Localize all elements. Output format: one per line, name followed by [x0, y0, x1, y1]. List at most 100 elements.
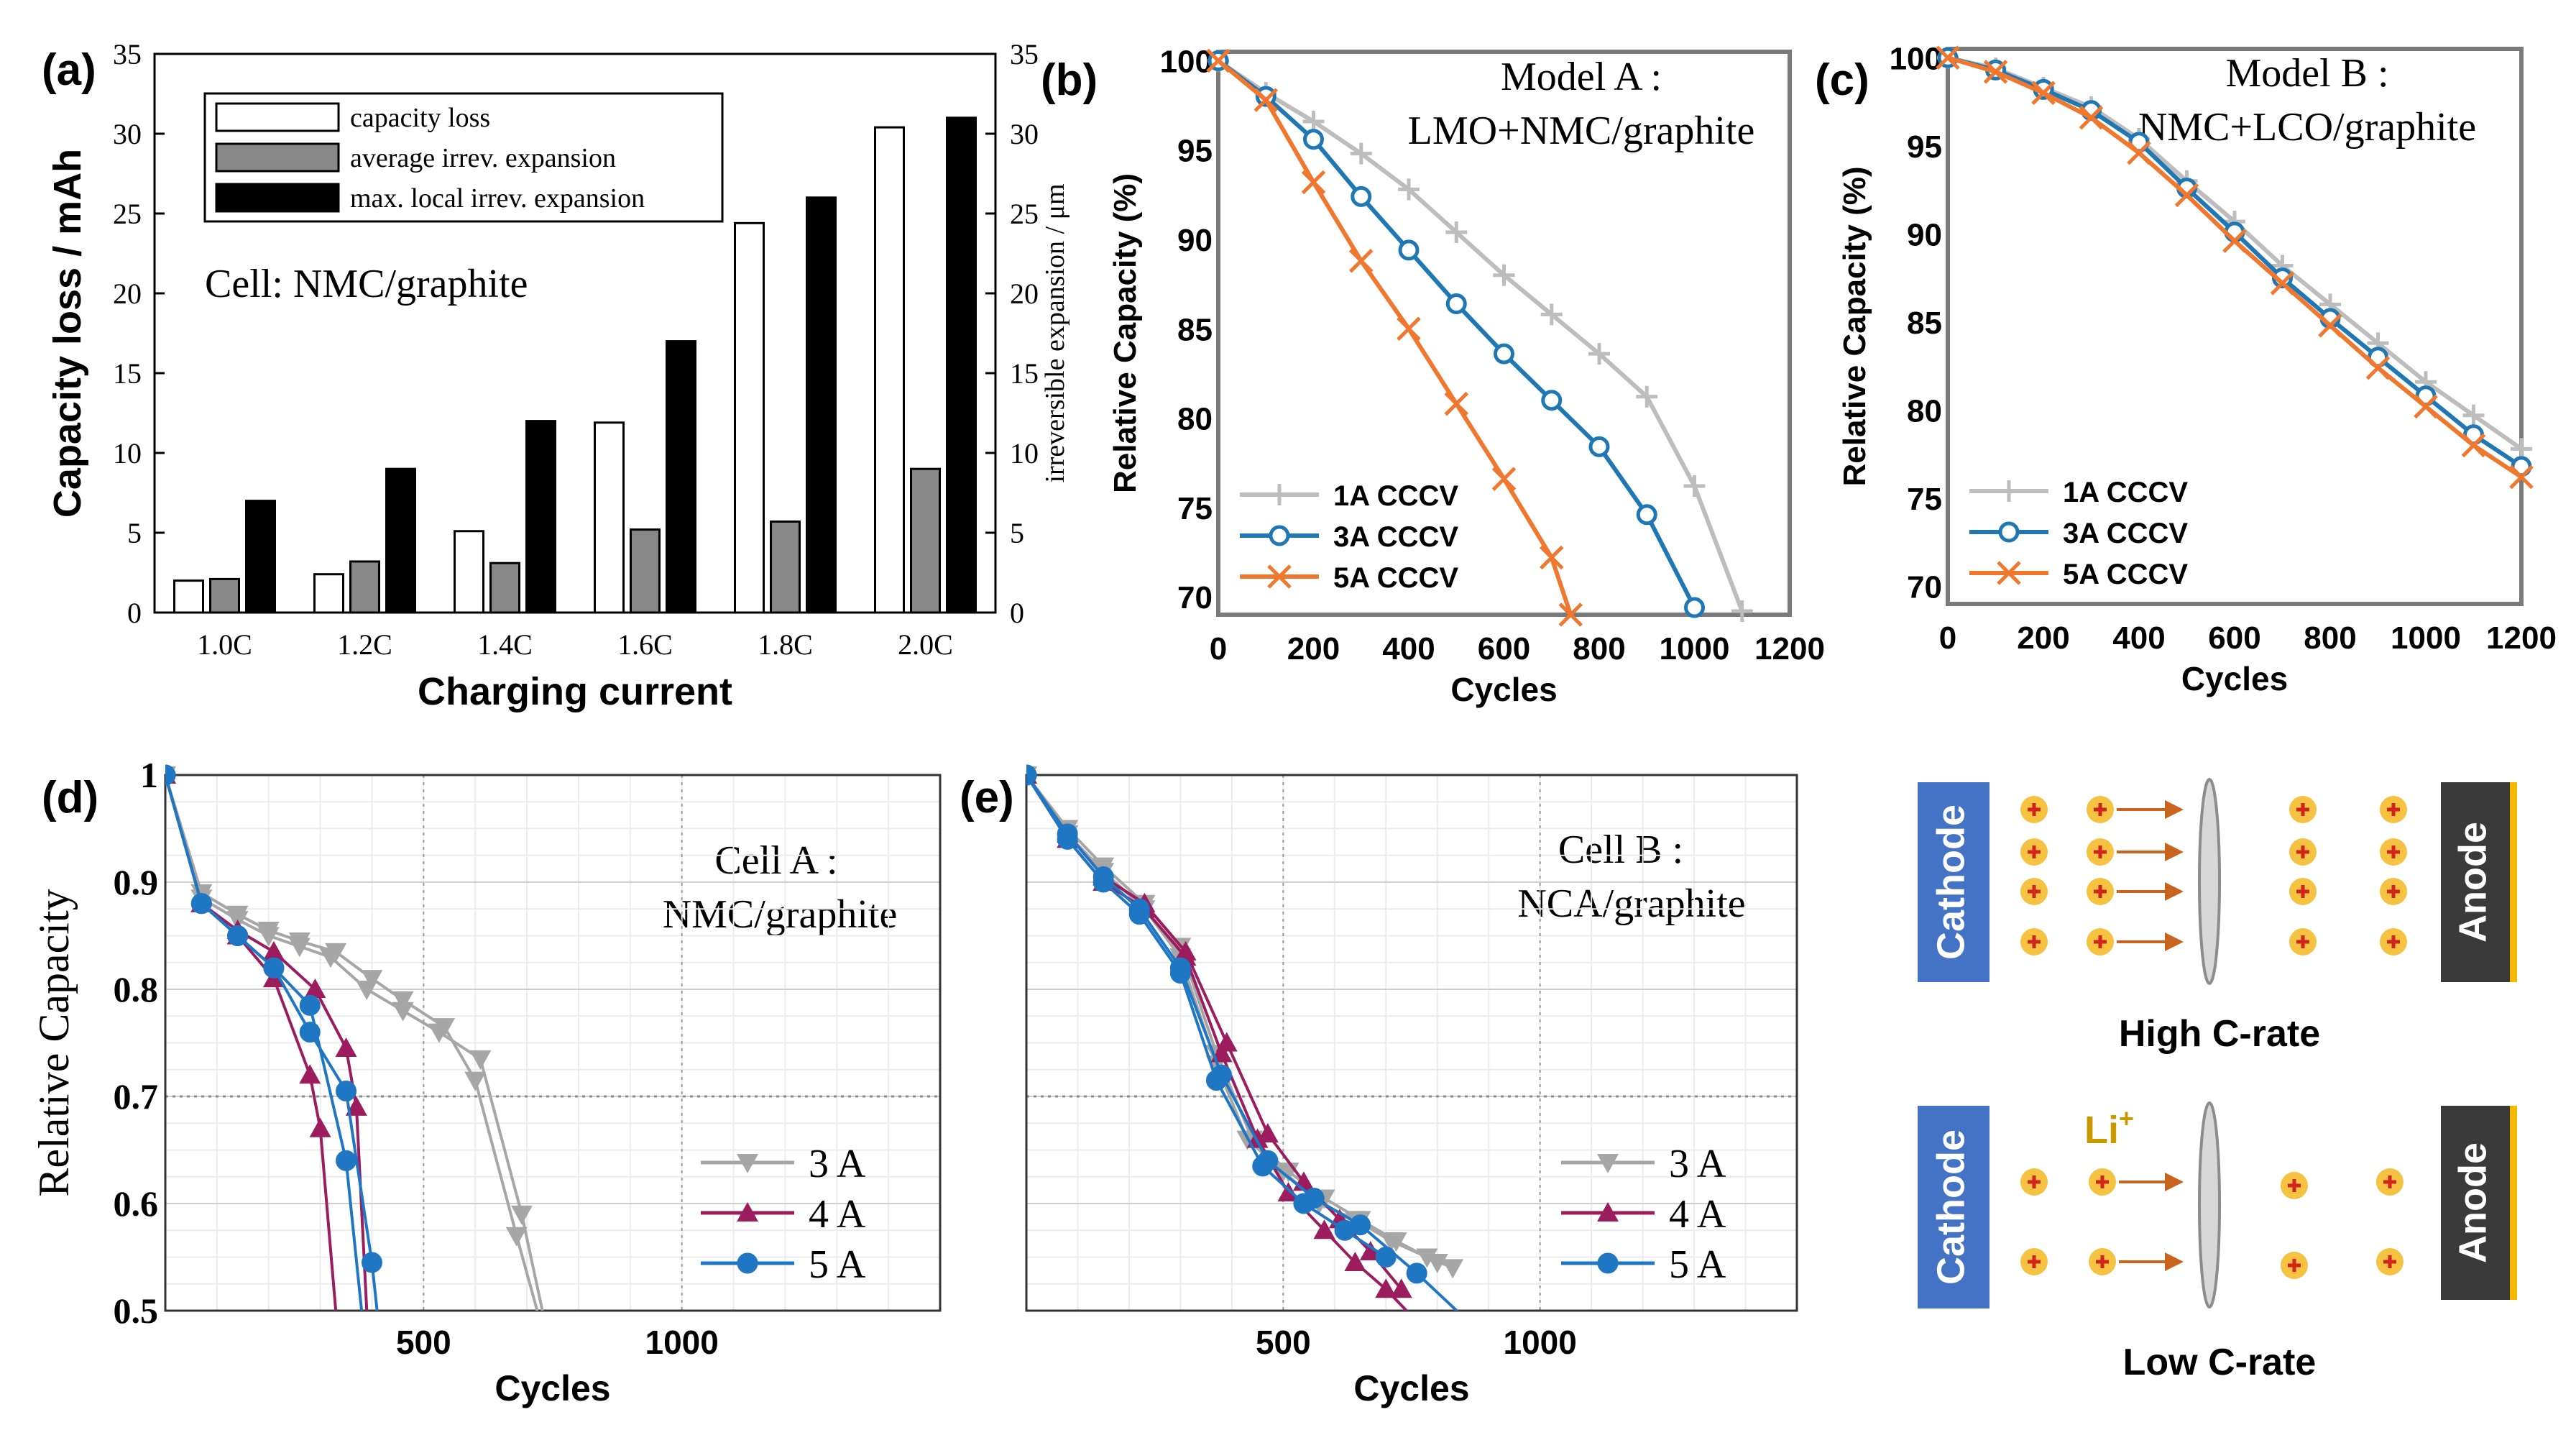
chart-b-point	[1350, 142, 1372, 165]
li-ion-plus	[2028, 1175, 2041, 1188]
li-ion-plus	[2296, 803, 2309, 816]
chart-c-xtick-label: 600	[2208, 620, 2260, 656]
chart-c-legend-marker	[1998, 521, 2020, 543]
chart-b-point	[1351, 185, 1372, 207]
chart-a-legend-swatch	[215, 183, 340, 213]
chart-e-point	[1375, 1278, 1397, 1298]
chart-d-point	[227, 925, 249, 946]
li-ion-plus	[2387, 845, 2400, 858]
chart-a-bar	[594, 421, 625, 614]
panel-d-label: (d)	[42, 773, 98, 822]
li-ion-plus	[2383, 1175, 2396, 1188]
chart-c-point	[2270, 271, 2295, 295]
chart-e-legend-label: 5 A	[1669, 1242, 1726, 1287]
chart-e-point	[1174, 940, 1197, 961]
chart-e-frame	[1025, 774, 1798, 1312]
chart-b-point	[1397, 316, 1421, 342]
chart-c-point	[1936, 45, 1960, 70]
chart-d-ytick-label: 0.8	[114, 969, 159, 1009]
chart-a-ytick-label: 10	[113, 437, 142, 469]
chart-b-xtick-label: 800	[1573, 631, 1625, 666]
chart-c-legend-label: 1A CCCV	[2063, 477, 2188, 508]
ion-arrow-head	[2165, 800, 2184, 819]
chart-d-point	[361, 970, 383, 990]
chart-a-xtick-label: 1.2C	[337, 628, 392, 661]
chart-e-point	[1215, 1032, 1238, 1052]
chart-e-xtick-label: 500	[1256, 1324, 1311, 1361]
chart-a-ytick-label: 15	[113, 357, 142, 390]
chart-d-point	[392, 1002, 414, 1022]
chart-d-point	[433, 1018, 456, 1038]
chart-a-bar	[245, 500, 276, 614]
chart-d-legend-label: 4 A	[809, 1192, 866, 1237]
panel-d-cell-line2: NMC/graphite	[663, 892, 898, 937]
chart-b-ytick-label: 75	[1177, 491, 1213, 526]
chart-d-xtick-label: 1000	[645, 1324, 718, 1361]
li-ion-plus	[2383, 1255, 2396, 1268]
chart-e-xlabel: Cycles	[1353, 1368, 1469, 1408]
ion-arrow-head	[2165, 932, 2184, 951]
chart-c-point	[2511, 438, 2532, 460]
chart-b-point	[1301, 170, 1326, 195]
high-anode-box	[2441, 782, 2510, 982]
chart-c-point	[2079, 105, 2104, 130]
low-ion-label: Li+	[2084, 1104, 2134, 1152]
chart-d-ytick-label: 0.6	[114, 1183, 159, 1224]
chart-a-ytick-label: 25	[113, 198, 142, 230]
low-cathode-label: Cathode	[1929, 1129, 1972, 1285]
chart-d-point	[165, 764, 176, 786]
panel-a-cell-text: Cell: NMC/graphite	[205, 262, 528, 306]
li-ion-plus	[2096, 1175, 2109, 1188]
chart-a-y2tick-label: 20	[1010, 278, 1039, 310]
chart-c-legend-label: 3A CCCV	[2063, 518, 2188, 549]
chart-e-xtick-label: 1000	[1503, 1324, 1576, 1361]
chart-e-point	[1390, 1278, 1412, 1298]
chart-a-bar	[666, 340, 696, 614]
chart-b-ytick-label: 70	[1177, 580, 1213, 615]
li-ion-plus	[2028, 1255, 2041, 1268]
chart-b-series-line	[1217, 58, 1744, 613]
chart-c-legend-marker	[1998, 480, 2020, 502]
chart-b-point	[1254, 88, 1279, 112]
chart-a-bar	[734, 221, 765, 614]
chart-e-series-line	[1026, 774, 1387, 1259]
chart-a-bar	[173, 579, 204, 614]
chart-b-point	[1684, 597, 1705, 618]
chart-a-bar	[874, 126, 905, 614]
li-ion-plus	[2094, 935, 2107, 948]
ion-arrow-head	[2165, 1252, 2184, 1271]
chart-b-xtick-label: 200	[1287, 631, 1340, 666]
chart-b-xtick-label: 400	[1382, 631, 1435, 666]
chart-d-point	[336, 1081, 357, 1102]
chart-b-xlabel: Cycles	[1450, 671, 1557, 708]
chart-d-point	[361, 1252, 382, 1273]
chart-c-ytick-label: 95	[1907, 129, 1942, 165]
chart-a-ytick-label: 30	[113, 118, 142, 150]
chart-c-frame	[1946, 47, 2524, 606]
chart-b-point	[1588, 343, 1610, 365]
chart-b-point	[1206, 48, 1230, 73]
chart-e-point	[1426, 1253, 1448, 1273]
chart-a-legend-swatch	[215, 142, 340, 173]
chart-b-legend-marker	[1269, 484, 1290, 505]
chart-a-bar	[630, 528, 661, 614]
ion-arrow-head	[2165, 882, 2184, 901]
chart-b-xtick-label: 0	[1210, 631, 1227, 666]
chart-a-xtick-label: 1.0C	[197, 628, 252, 661]
chart-e-point	[1246, 1128, 1269, 1148]
ions-low	[2020, 1168, 2404, 1279]
chart-d-point	[299, 994, 321, 1016]
chart-e-legend-marker	[1597, 1252, 1619, 1274]
chart-a-frame	[153, 52, 997, 614]
chart-d-point	[309, 1117, 331, 1137]
chart-b-point	[1541, 390, 1563, 411]
chart-b-point	[1444, 391, 1469, 416]
chart-c-legend-marker	[1997, 561, 2021, 585]
chart-d-point	[335, 1037, 357, 1057]
chart-d-point	[190, 893, 212, 915]
chart-e-point	[1026, 764, 1037, 786]
chart-b-ytick-label: 90	[1177, 223, 1213, 258]
chart-e-series-group	[1026, 764, 1464, 1311]
